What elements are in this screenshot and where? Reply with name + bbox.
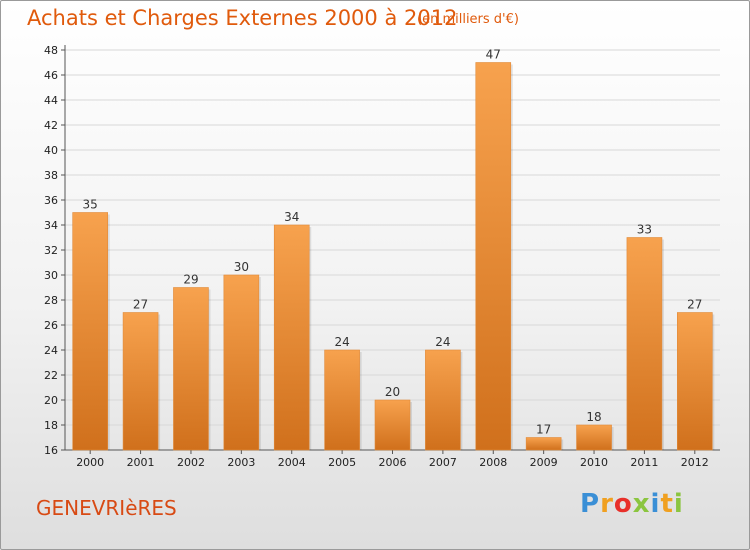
bar-2009 [525, 437, 562, 451]
data-label-2012: 27 [687, 298, 702, 312]
y-tick-label: 18 [44, 419, 58, 432]
y-tick-label: 42 [44, 119, 58, 132]
data-label-2003: 30 [234, 260, 249, 274]
y-tick-label: 24 [44, 344, 58, 357]
bar-2012 [677, 312, 713, 451]
bar-2007 [425, 349, 461, 451]
x-tick-label-2010: 2010 [580, 456, 608, 469]
data-label-2002: 29 [183, 273, 198, 287]
y-tick-label: 26 [44, 319, 58, 332]
y-tick-label: 30 [44, 269, 58, 282]
data-label-2009: 17 [536, 423, 551, 437]
data-label-2010: 18 [586, 410, 601, 424]
x-tick-label-2005: 2005 [328, 456, 356, 469]
bar-2004 [273, 224, 310, 451]
x-tick-label-2006: 2006 [379, 456, 407, 469]
y-tick-label: 16 [44, 444, 58, 457]
logo-letter: r [600, 489, 614, 519]
y-tick-label: 20 [44, 394, 58, 407]
x-tick-label-2007: 2007 [429, 456, 457, 469]
bar-2003 [223, 274, 260, 451]
bar-2002 [173, 287, 209, 451]
data-label-2008: 47 [486, 48, 501, 62]
logo-letter: t [660, 489, 674, 519]
y-tick-label: 38 [44, 169, 58, 182]
y-tick-label: 36 [44, 194, 58, 207]
chart-title: Achats et Charges Externes 2000 à 2012 [27, 6, 458, 30]
x-tick-label-2012: 2012 [681, 456, 709, 469]
data-label-2000: 35 [83, 198, 98, 212]
labels: 16 18 20 22 24 26 28 30 32 34 36 38 40 42 44 46 48 35 2000… [44, 44, 709, 469]
y-tick-label: 44 [44, 94, 58, 107]
bar-2000 [72, 212, 108, 451]
commune-name: GENEVRIèRES [36, 496, 177, 520]
bar-2001 [122, 312, 159, 451]
logo-letter: i [673, 489, 684, 519]
bar-2010 [576, 424, 612, 451]
bar-2006 [374, 399, 411, 451]
logo-letter: i [650, 489, 661, 519]
x-tick-label-2001: 2001 [127, 456, 155, 469]
logo-letter: x [632, 489, 651, 519]
x-tick-label-2008: 2008 [479, 456, 507, 469]
y-tick-label: 40 [44, 144, 58, 157]
bars [72, 62, 715, 451]
x-tick-label-2002: 2002 [177, 456, 205, 469]
data-label-2004: 34 [284, 210, 299, 224]
data-label-2001: 27 [133, 298, 148, 312]
y-tick-label: 34 [44, 219, 58, 232]
x-tick-label-2004: 2004 [278, 456, 306, 469]
y-tick-label: 22 [44, 369, 58, 382]
data-label-2006: 20 [385, 385, 400, 399]
x-tick-label-2003: 2003 [227, 456, 255, 469]
x-tick-label-2009: 2009 [530, 456, 558, 469]
x-tick-label-2011: 2011 [630, 456, 658, 469]
bar-2011 [626, 237, 663, 451]
bar-2005 [324, 349, 360, 451]
grid-lines [65, 49, 720, 426]
logo-letter: P [580, 489, 601, 519]
logo-letter: o [613, 489, 633, 519]
data-label-2011: 33 [637, 223, 652, 237]
x-tick-label-2000: 2000 [76, 456, 104, 469]
y-tick-label: 32 [44, 244, 58, 257]
y-tick-label: 48 [44, 44, 58, 57]
data-label-2005: 24 [334, 335, 349, 349]
y-tick-label: 46 [44, 69, 58, 82]
proxiti-logo[interactable]: Proxiti [580, 489, 684, 519]
chart-subtitle: (en milliers d'€) [417, 12, 519, 27]
data-label-2007: 24 [435, 335, 450, 349]
y-tick-label: 28 [44, 294, 58, 307]
bar-2008 [475, 62, 512, 451]
